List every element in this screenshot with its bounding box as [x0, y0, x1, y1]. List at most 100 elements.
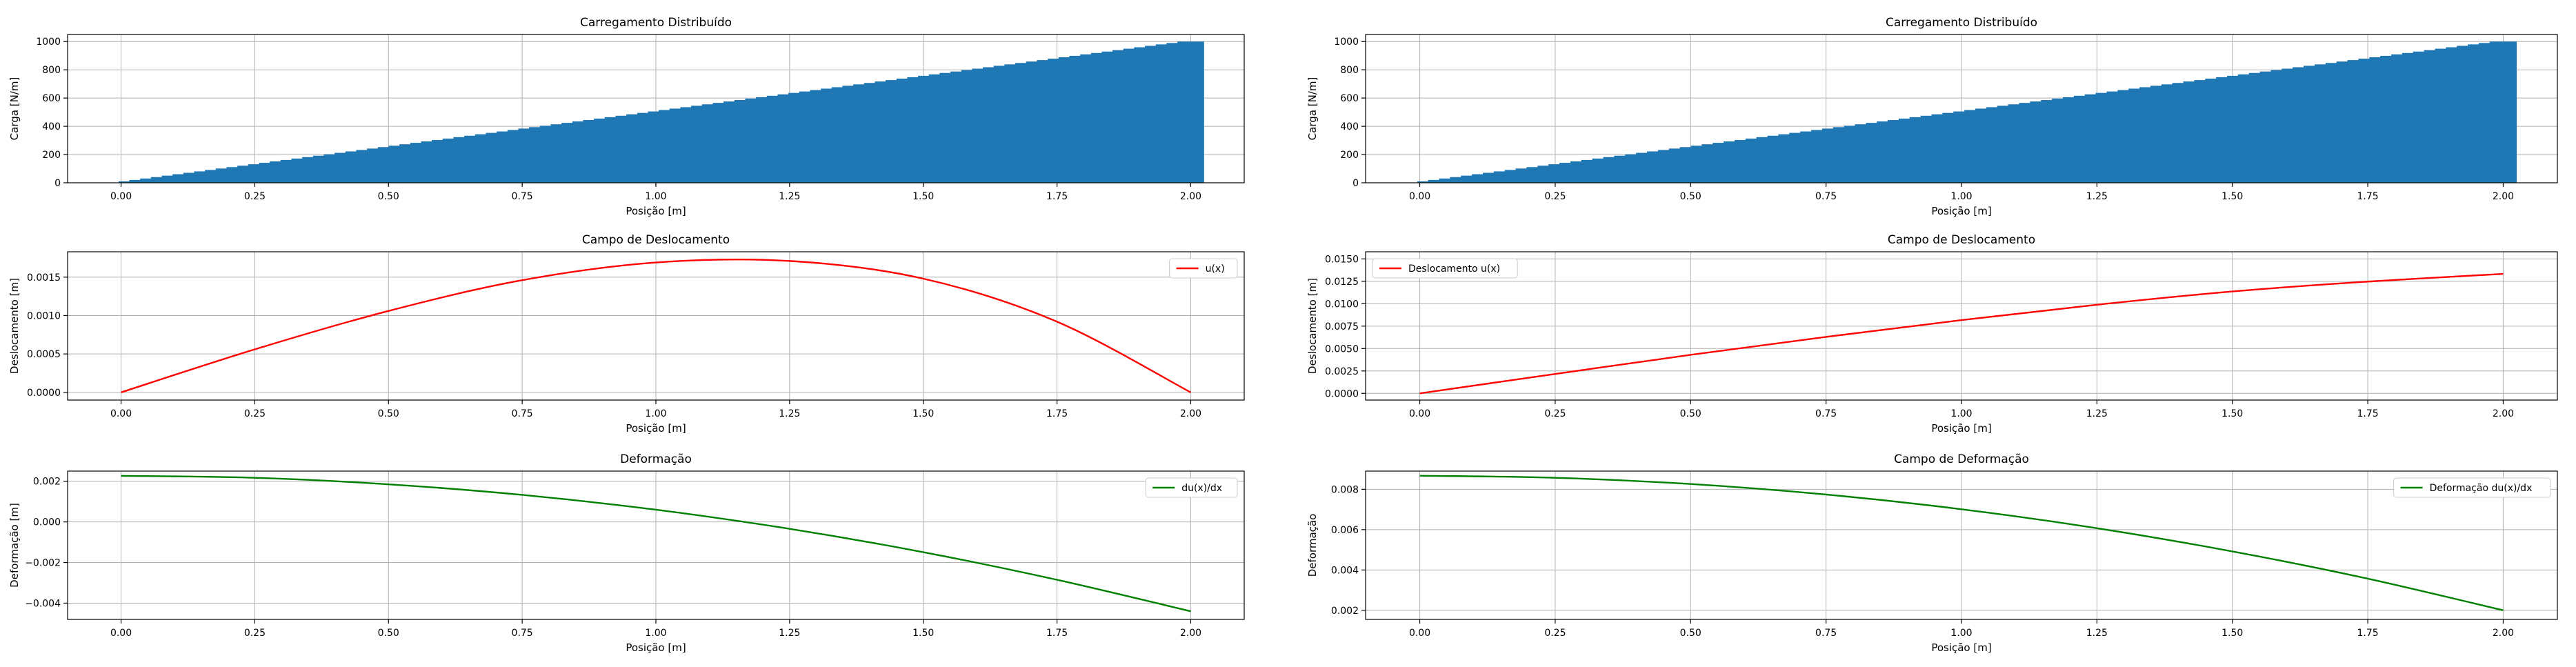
x-tick-label: 0.50: [378, 408, 399, 419]
y-axis-label: Deslocamento [m]: [8, 278, 21, 374]
x-tick-label: 0.75: [512, 628, 533, 639]
x-tick-label: 2.00: [1180, 628, 1201, 639]
x-tick-label: 0.50: [1680, 191, 1701, 202]
y-tick-label: 0: [1352, 178, 1359, 189]
y-tick-label: 0.002: [33, 477, 61, 488]
y-tick-label: 0.0150: [1325, 254, 1359, 265]
x-tick-label: 1.75: [1046, 408, 1068, 419]
x-tick-label: 1.75: [1046, 628, 1068, 639]
x-tick-label: 0.00: [1409, 628, 1430, 639]
chart-title: Carregamento Distribuído: [1886, 16, 2037, 30]
legend-label: Deformação du(x)/dx: [2430, 483, 2533, 494]
y-tick-label: 600: [1340, 93, 1359, 104]
y-tick-label: 200: [42, 150, 61, 161]
x-tick-label: 0.25: [1544, 408, 1566, 419]
y-tick-label: 800: [42, 65, 61, 76]
y-tick-label: 1000: [36, 37, 61, 48]
x-tick-label: 0.25: [244, 408, 266, 419]
x-tick-label: 1.00: [645, 628, 666, 639]
series-line-0: [121, 475, 1191, 613]
load-bar: [1177, 41, 1204, 183]
y-tick-label: 400: [42, 121, 61, 132]
x-tick-label: 1.00: [1950, 628, 1972, 639]
chart-title: Deformação: [620, 452, 692, 466]
x-tick-label: 0.00: [110, 191, 132, 202]
x-tick-label: 0.00: [1409, 191, 1430, 202]
series-line-0: [121, 258, 1192, 394]
x-tick-label: 1.50: [912, 628, 934, 639]
x-tick-label: 0.00: [1409, 408, 1430, 419]
x-tick-label: 1.75: [2357, 191, 2379, 202]
x-axis-label: Posição [m]: [1931, 422, 1991, 435]
y-tick-label: 0.0125: [1325, 277, 1359, 288]
y-axis-label: Deformação: [1306, 514, 1319, 577]
legend-label: du(x)/dx: [1181, 483, 1222, 494]
y-tick-label: 0.004: [1331, 565, 1359, 576]
chart-title: Campo de Deslocamento: [582, 233, 730, 247]
x-tick-label: 1.50: [912, 191, 934, 202]
x-tick-label: 0.50: [1680, 628, 1701, 639]
x-tick-label: 0.75: [512, 191, 533, 202]
x-tick-label: 1.50: [2221, 408, 2243, 419]
subplot-right_strain: 0.00 0.25 0.50 0.75 1.00 1.25 1.50 1.75 2.00 0.00…: [1306, 452, 2558, 654]
y-tick-label: 0.0050: [1325, 344, 1359, 355]
legend: Deformação du(x)/dx: [2393, 477, 2551, 498]
legend: Deslocamento u(x): [1372, 258, 1518, 279]
y-tick-label: 0.002: [1331, 606, 1359, 617]
x-tick-label: 1.00: [1950, 191, 1972, 202]
legend: u(x): [1169, 258, 1238, 279]
subplot-right_load: 0.00 0.25 0.50 0.75 1.00 1.25 1.50 1.75 2.00 0 200…: [1306, 16, 2558, 217]
legend-box: [2393, 477, 2551, 498]
legend-box: [1372, 258, 1518, 279]
x-tick-label: 0.50: [378, 628, 399, 639]
subplot-left_disp: 0.00 0.25 0.50 0.75 1.00 1.25 1.50 1.75 2.00 0.00…: [8, 233, 1245, 435]
y-axis-label: Deformação [m]: [8, 503, 21, 588]
x-tick-label: 1.50: [912, 408, 934, 419]
y-tick-label: 600: [42, 93, 61, 104]
x-tick-label: 2.00: [1180, 191, 1201, 202]
y-tick-label: 0.0075: [1325, 321, 1359, 332]
x-tick-label: 1.00: [645, 408, 666, 419]
x-tick-label: 1.00: [645, 191, 666, 202]
x-tick-label: 1.75: [2357, 408, 2379, 419]
y-tick-label: 0.0000: [27, 388, 61, 399]
x-tick-label: 0.25: [1544, 191, 1566, 202]
x-tick-label: 1.00: [1950, 408, 1972, 419]
legend-label: Deslocamento u(x): [1408, 263, 1500, 275]
x-tick-label: 0.25: [244, 191, 266, 202]
chart-title: Campo de Deslocamento: [1888, 233, 2035, 247]
x-tick-label: 2.00: [2493, 408, 2514, 419]
x-tick-label: 1.25: [779, 408, 800, 419]
legend-label: u(x): [1206, 263, 1225, 275]
legend-box: [1169, 258, 1238, 279]
y-axis-label: Deslocamento [m]: [1306, 278, 1319, 374]
x-tick-label: 1.25: [779, 191, 800, 202]
y-tick-label: 0.0010: [27, 310, 61, 321]
x-axis-label: Posição [m]: [626, 205, 686, 217]
series-line-0: [1419, 475, 2504, 612]
x-tick-label: 1.25: [2086, 191, 2108, 202]
x-tick-label: 1.50: [2221, 628, 2243, 639]
x-axis-label: Posição [m]: [626, 422, 686, 435]
x-axis-label: Posição [m]: [626, 641, 686, 654]
legend: du(x)/dx: [1145, 477, 1238, 498]
x-tick-label: 0.00: [110, 408, 132, 419]
y-tick-label: 800: [1340, 65, 1359, 76]
x-tick-label: 0.75: [1815, 628, 1837, 639]
y-tick-label: 200: [1340, 150, 1359, 161]
x-tick-label: 0.75: [1815, 191, 1837, 202]
x-tick-label: 1.50: [2221, 191, 2243, 202]
load-bar: [2489, 41, 2517, 183]
y-tick-label: 400: [1340, 121, 1359, 132]
subplot-right_disp: 0.00 0.25 0.50 0.75 1.00 1.25 1.50 1.75 2.00 0.00…: [1306, 233, 2558, 435]
x-tick-label: 0.50: [1680, 408, 1701, 419]
x-tick-label: 0.25: [244, 628, 266, 639]
y-tick-label: 0.006: [1331, 525, 1359, 536]
x-tick-label: 1.25: [2086, 628, 2108, 639]
y-axis-label: Carga [N/m]: [8, 77, 21, 141]
chart-title: Carregamento Distribuído: [580, 16, 732, 30]
y-tick-label: 1000: [1334, 37, 1359, 48]
y-tick-label: 0.0015: [27, 272, 61, 283]
y-tick-label: 0.0005: [27, 349, 61, 360]
